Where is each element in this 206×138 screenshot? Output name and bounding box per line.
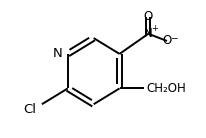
Text: CH₂OH: CH₂OH <box>147 82 187 95</box>
Text: O: O <box>162 34 172 47</box>
Text: Cl: Cl <box>23 104 36 116</box>
Text: O: O <box>144 10 153 23</box>
Text: +: + <box>151 23 158 33</box>
Text: N: N <box>144 27 153 40</box>
Text: −: − <box>170 34 177 43</box>
Text: N: N <box>52 47 62 60</box>
